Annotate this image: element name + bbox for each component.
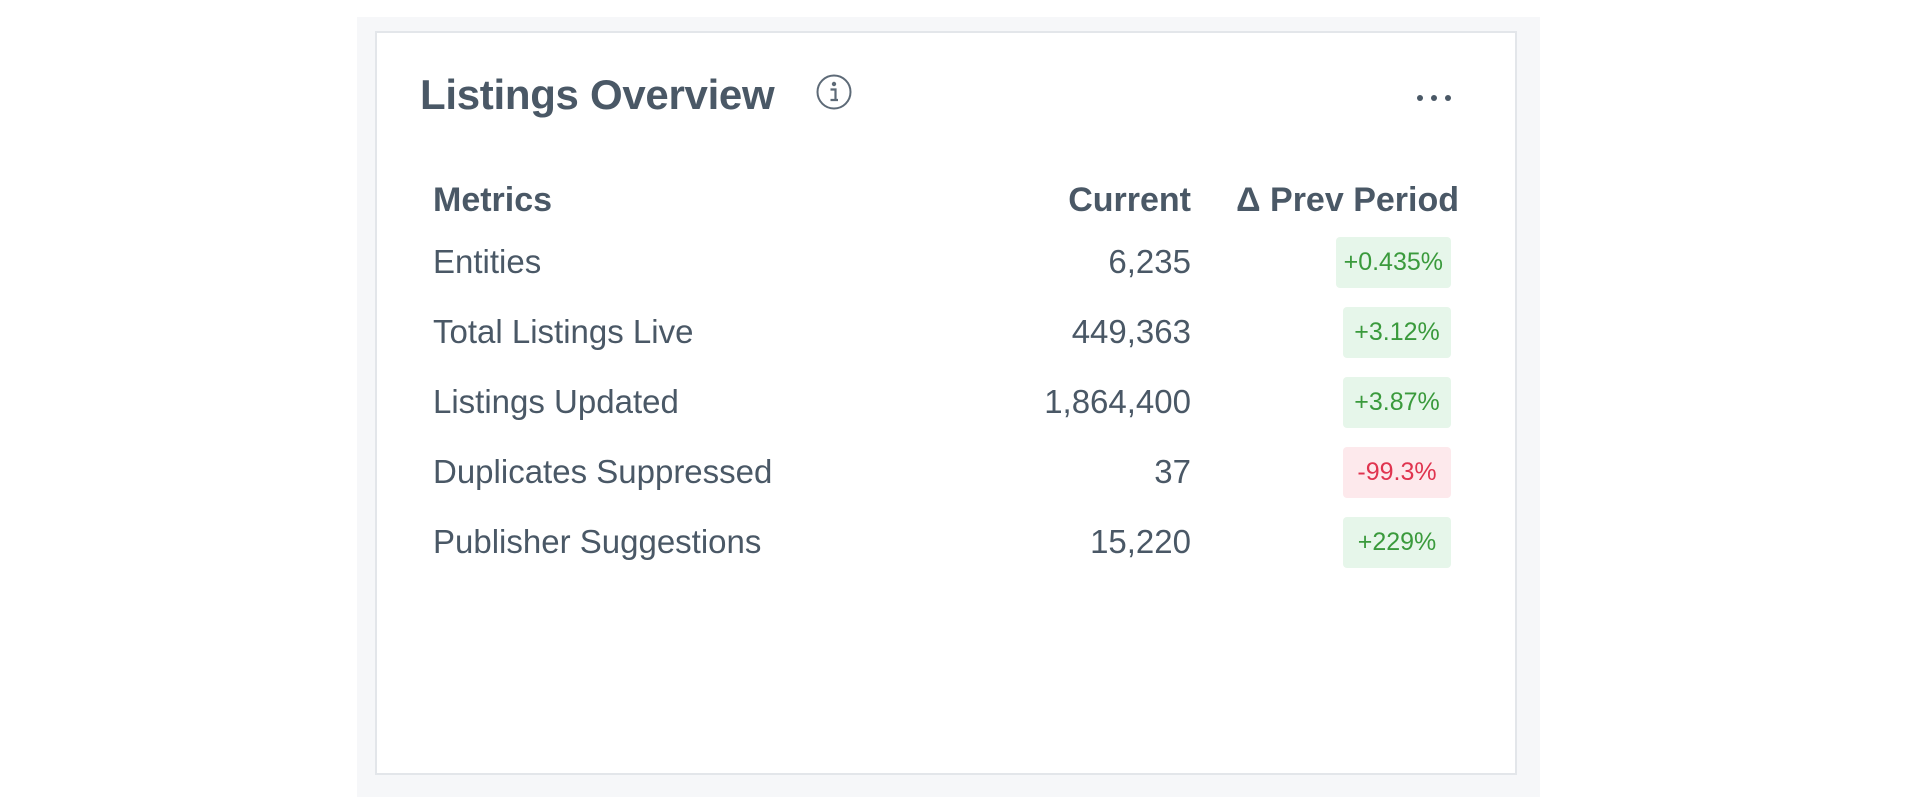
delta-badge: +3.12% [1343,306,1451,358]
header-delta-prev-period: Δ Prev Period [1236,180,1459,219]
delta-cell: -99.3% [1191,437,1459,507]
info-icon[interactable] [815,73,853,111]
delta-badge: +229% [1343,516,1451,568]
more-options-icon[interactable] [1414,91,1454,105]
table-row: Publisher Suggestions 15,220 +229% [433,507,1459,577]
card-title: Listings Overview [420,71,775,118]
delta-cell: +3.12% [1191,297,1459,367]
table-row: Total Listings Live 449,363 +3.12% [433,297,1459,367]
metric-current-value: 15,220 [1090,523,1191,560]
metric-current-value: 6,235 [1108,243,1191,280]
table-row: Listings Updated 1,864,400 +3.87% [433,367,1459,437]
delta-cell: +0.435% [1191,227,1459,297]
metric-name: Listings Updated [433,383,679,420]
delta-badge: +3.87% [1343,376,1451,428]
metric-name: Duplicates Suppressed [433,453,773,490]
metric-current-value: 1,864,400 [1044,383,1191,420]
listings-overview-card: Listings Overview Metrics Current Δ Prev… [375,31,1517,775]
header-current: Current [1068,180,1191,219]
table-row: Duplicates Suppressed 37 -99.3% [433,437,1459,507]
delta-badge: -99.3% [1343,446,1451,498]
header-metrics: Metrics [433,180,553,219]
delta-cell: +229% [1191,507,1459,577]
table-header-row: Metrics Current Δ Prev Period [433,173,1459,227]
metric-name: Total Listings Live [433,313,694,350]
metric-name: Entities [433,243,542,280]
delta-cell: +3.87% [1191,367,1459,437]
metric-current-value: 449,363 [1071,313,1191,350]
table-row: Entities 6,235 +0.435% [433,227,1459,297]
delta-badge: +0.435% [1335,236,1451,288]
metric-current-value: 37 [1154,453,1191,490]
metric-name: Publisher Suggestions [433,523,762,560]
metrics-table: Metrics Current Δ Prev Period Entities 6… [433,173,1459,577]
